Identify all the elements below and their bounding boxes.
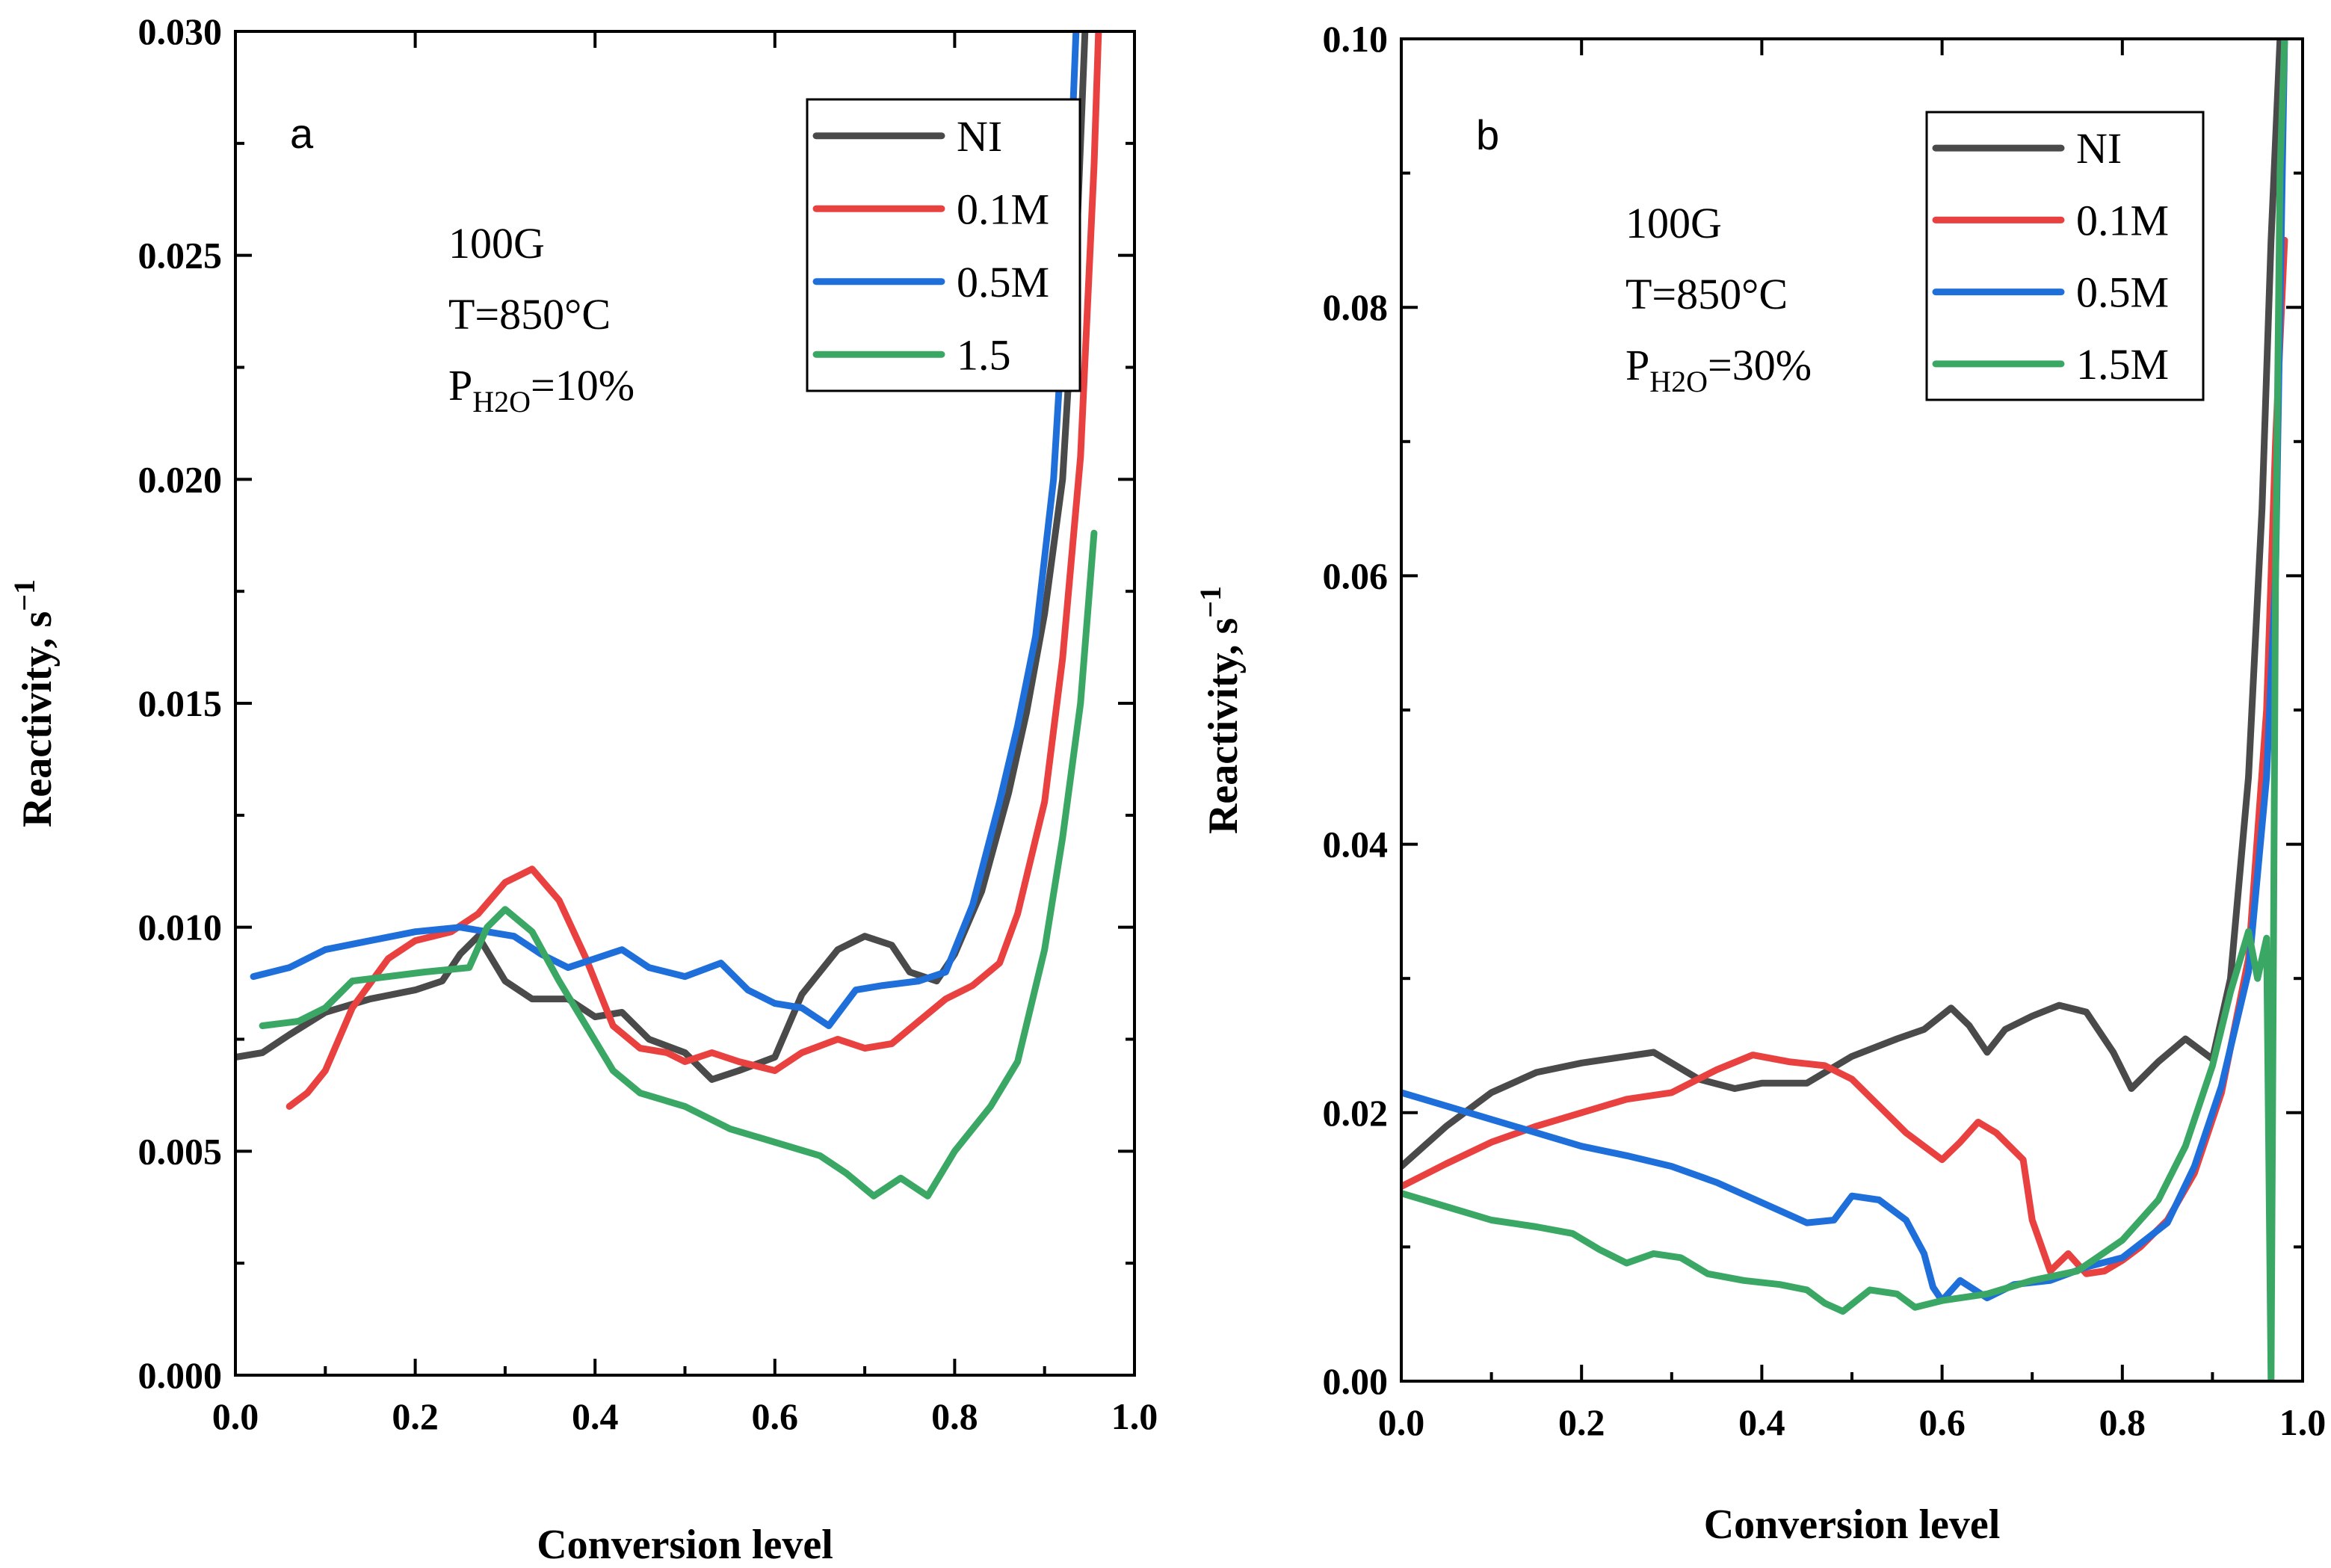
series-group [235,31,1102,1200]
x-tick-label: 1.0 [2279,1401,2327,1443]
y-tick-label: 0.08 [1323,286,1389,328]
x-axis-title: Conversion level [537,1522,833,1568]
y-tick-label: 0.020 [138,458,223,500]
x-tick-label: 0.6 [752,1395,799,1437]
y-axis-title-main: Reactivity, s [14,611,61,827]
y-tick-label: 0.04 [1323,824,1389,865]
annotation-sample: 100G [1625,199,1722,247]
series-group [1401,39,2288,1381]
y-tick-label: 0.010 [138,907,223,948]
annotation-pressure-value: =30% [1708,341,1812,389]
y-tick-label: 0.005 [138,1130,223,1172]
x-tick-label: 0.6 [1918,1401,1966,1443]
y-axis-title: Reactivity, s−1 [7,579,61,827]
annotation-pressure-symbol: P [1625,341,1649,389]
legend-label-0.1M: 0.1M [2076,196,2169,244]
series-line-1.5M [1401,39,2288,1381]
annotation-pressure-symbol: P [448,361,472,410]
series-line-NI [235,31,1089,1083]
y-axis-title: Reactivity, s−1 [1194,586,1247,834]
legend-label-NI: NI [957,112,1002,161]
series-line-0.1M [285,31,1102,1110]
panel-letter: a [290,110,314,157]
x-axis-title: Conversion level [1704,1501,2001,1548]
annotation-pressure-sub: H2O [472,385,531,419]
y-tick-label: 0.02 [1323,1092,1389,1134]
x-tick-label: 0.2 [1558,1401,1605,1443]
x-tick-label: 0.4 [572,1395,619,1437]
x-tick-label: 1.0 [1111,1395,1158,1437]
legend: NI 0.1M 0.5M 1.5M [1925,111,2205,401]
y-axis-title-main: Reactivity, s [1200,618,1247,834]
panel-letter: b [1476,111,1499,158]
series-line-1.5 [259,529,1098,1200]
annotation-sample: 100G [448,219,545,268]
annotation-pressure: PH2O=30% [1625,341,1812,398]
annotation-pressure-value: =10% [531,361,635,410]
y-tick-label: 0.030 [138,10,223,52]
y-tick-label: 0.015 [138,682,223,724]
y-axis-title-sup: −1 [1194,586,1227,618]
legend-label-1.5: 1.5 [957,330,1011,379]
annotation-pressure: PH2O=10% [448,361,635,419]
legend-label-NI: NI [2076,124,2122,173]
legend-label-0.5M: 0.5M [957,258,1049,306]
legend-label-0.5M: 0.5M [2076,268,2169,317]
y-tick-label: 0.025 [138,235,223,277]
annotation-pressure-sub: H2O [1649,365,1708,398]
legend-box [1925,111,2205,401]
y-tick-label: 0.10 [1323,18,1389,60]
legend-label-1.5M: 1.5M [2076,340,2169,389]
legend-box [806,98,1081,392]
series-line-0.5M [1401,39,2288,1304]
y-tick-label: 0.06 [1323,555,1389,596]
series-line-0.5M [250,31,1080,1029]
x-tick-label: 0.2 [392,1395,439,1437]
x-tick-label: 0.8 [2099,1401,2146,1443]
x-tick-label: 0.4 [1738,1401,1785,1443]
legend: NI 0.1M 0.5M 1.5 [806,98,1081,392]
x-tick-label: 0.0 [1378,1401,1425,1443]
legend-label-0.1M: 0.1M [957,185,1049,233]
annotation-temperature: T=850°C [1625,270,1788,318]
x-tick-label: 0.0 [212,1395,259,1437]
panel-b: 0.0 0.2 0.4 0.6 0.8 1.0 0.00 0.02 0.04 0.06 0.08 0.… [1194,18,2326,1548]
panel-a: 0.0 0.2 0.4 0.6 0.8 1.0 0.000 0.005 0.010 0.015 0.… [7,10,1158,1568]
y-tick-label: 0.00 [1323,1360,1389,1402]
annotation-temperature: T=850°C [448,290,611,339]
y-axis-title-sup: −1 [7,579,41,611]
y-tick-label: 0.000 [138,1354,223,1396]
x-tick-label: 0.8 [931,1395,978,1437]
